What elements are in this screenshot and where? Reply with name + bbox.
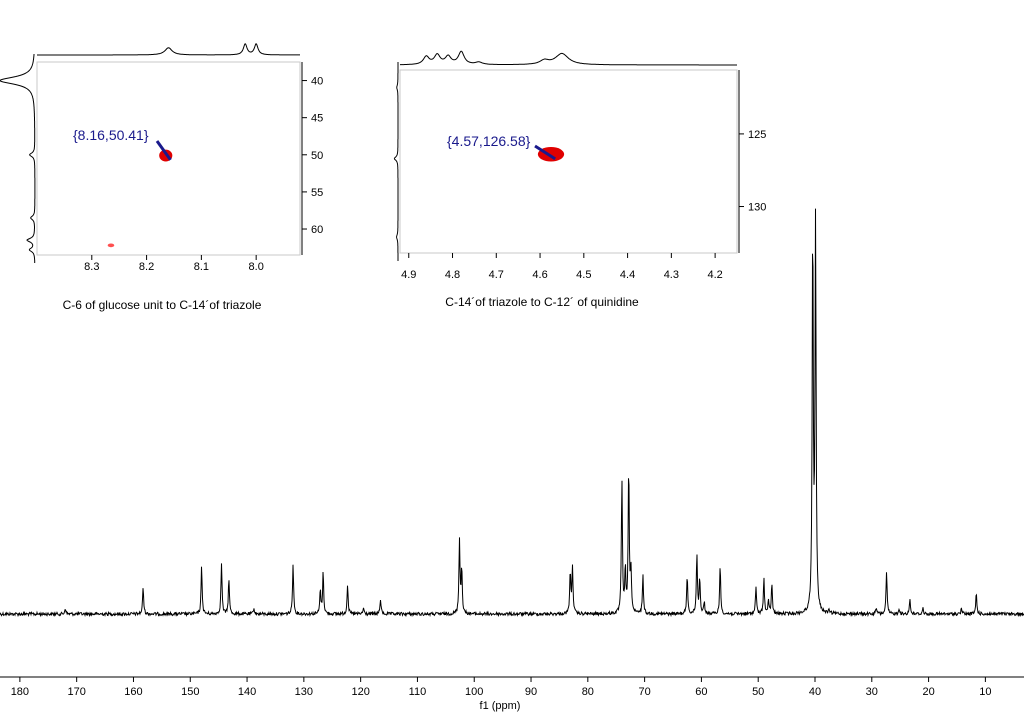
annotation-arrow [534, 144, 556, 161]
inset-frame [399, 69, 738, 254]
x-tick-label: 4.4 [620, 269, 635, 281]
x-axis-label: f1 (ppm) [480, 700, 521, 712]
annotation-arrow [155, 140, 172, 161]
side-projection [0, 54, 36, 263]
y-tick-label: 125 [748, 129, 766, 141]
cross-peaks [534, 144, 565, 162]
spectrum-trace [0, 208, 1024, 618]
x-tick-label: 180 [11, 686, 29, 698]
x-tick-label: 140 [238, 686, 256, 698]
y-tick-label: 60 [311, 224, 323, 236]
x-tick-label: 120 [351, 686, 369, 698]
x-tick-label: 150 [181, 686, 199, 698]
x-tick-label: 8.1 [194, 261, 209, 273]
inset-y-ticks: 125 130 [738, 70, 766, 253]
x-tick-label: 4.8 [445, 269, 460, 281]
inset-caption: C-14´of triazole to C-12´ of quinidine [445, 295, 639, 309]
top-projection [37, 43, 300, 56]
hmbc-inset-glucose-triazole: 8.3 8.2 8.1 8.0 40 45 50 55 60 {8.16,50.41} C-6… [0, 43, 323, 312]
x-tick-label: 70 [638, 686, 650, 698]
x-tick-label: 4.2 [707, 269, 722, 281]
x-tick-label: 50 [752, 686, 764, 698]
x-tick-label: 4.7 [489, 269, 504, 281]
x-tick-label: 80 [582, 686, 594, 698]
hmbc-inset-triazole-quinidine: 4.9 4.8 4.7 4.6 4.5 4.4 4.3 4.2 125 130 {4.57,12… [393, 50, 766, 309]
inset-frame [36, 61, 301, 256]
x-tick-label: 8.3 [84, 261, 99, 273]
x-tick-label: 4.6 [532, 269, 547, 281]
main-spectrum: 180 170 160 150 140 130 120 110 100 90 80 70 60 50 40 3… [0, 208, 1024, 712]
x-tick-label: 30 [866, 686, 878, 698]
x-tick-label: 20 [922, 686, 934, 698]
x-tick-label: 110 [409, 686, 427, 698]
x-tick-label: 40 [809, 686, 821, 698]
x-tick-label: 90 [525, 686, 537, 698]
peak-annotation: {4.57,126.58} [447, 133, 531, 149]
y-tick-label: 50 [311, 150, 323, 162]
cross-peak [107, 243, 115, 248]
top-projection [399, 50, 737, 66]
x-tick-label: 160 [124, 686, 142, 698]
x-tick-label: 60 [695, 686, 707, 698]
x-tick-label: 8.0 [249, 261, 264, 273]
peak-annotation: {8.16,50.41} [73, 127, 149, 143]
x-tick-label: 8.2 [139, 261, 154, 273]
y-tick-label: 40 [311, 76, 323, 88]
x-axis-ticks: 180 170 160 150 140 130 120 110 100 90 80 70 60 50 40 3… [11, 677, 992, 698]
x-tick-label: 170 [67, 686, 85, 698]
y-tick-label: 55 [311, 187, 323, 199]
side-projection [393, 62, 399, 261]
inset-y-ticks: 40 45 50 55 60 [301, 62, 323, 255]
x-tick-label: 100 [465, 686, 483, 698]
inset-x-ticks: 8.3 8.2 8.1 8.0 [84, 255, 264, 273]
y-tick-label: 45 [311, 113, 323, 125]
x-tick-label: 10 [979, 686, 991, 698]
x-tick-label: 4.9 [401, 269, 416, 281]
cross-peaks [107, 140, 173, 248]
inset-caption: C-6 of glucose unit to C-14´of triazole [63, 298, 262, 312]
inset-x-ticks: 4.9 4.8 4.7 4.6 4.5 4.4 4.3 4.2 [401, 253, 723, 281]
x-tick-label: 4.5 [576, 269, 591, 281]
x-tick-label: 130 [295, 686, 313, 698]
y-tick-label: 130 [748, 202, 766, 214]
x-tick-label: 4.3 [664, 269, 679, 281]
